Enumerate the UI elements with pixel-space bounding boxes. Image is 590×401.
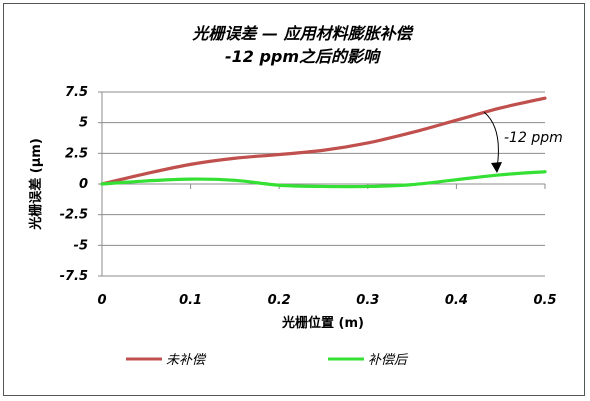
- x-tick-labels: 0 0.1 0.2 0.3 0.4 0.5: [97, 293, 556, 308]
- chart-title: 光栅误差 — 应用材料膨胀补偿: [191, 24, 414, 43]
- x-tick-label: 0.3: [356, 293, 379, 308]
- annotation-arrow: [483, 111, 499, 169]
- series-lines: [100, 96, 547, 189]
- y-tick-labels: 7.5 5 2.5 0 -2.5 -5 -7.5: [60, 85, 88, 284]
- chart-subtitle: -12 ppm之后的影响: [225, 47, 382, 66]
- series-line-0: [100, 96, 547, 186]
- y-tick-label: 0: [79, 177, 88, 192]
- y-axis-title: 光栅误差 (μm): [28, 138, 44, 231]
- x-tick-label: 0.4: [445, 293, 468, 308]
- x-tick-label: 0: [97, 293, 106, 308]
- legend: 未补偿 补偿后: [126, 353, 409, 368]
- x-axis-title: 光栅位置 (m): [281, 315, 364, 331]
- annotation-label: -12 ppm: [504, 130, 563, 146]
- x-tick-label: 0.2: [268, 293, 291, 308]
- y-tick-label: -2.5: [60, 208, 88, 223]
- y-tick-label: 2.5: [65, 146, 88, 161]
- chart-frame: [3, 3, 585, 396]
- legend-label-compensated: 补偿后: [368, 353, 409, 368]
- annotation-arrowhead: [491, 162, 502, 173]
- x-tick-label: 0.5: [533, 293, 556, 308]
- x-tick-label: 0.1: [179, 293, 202, 308]
- gridlines: [102, 91, 545, 277]
- legend-label-uncompensated: 未补偿: [166, 353, 207, 368]
- y-tick-label: -7.5: [60, 269, 88, 284]
- y-tick-label: -5: [74, 238, 88, 253]
- y-tick-label: 7.5: [65, 85, 88, 100]
- axes: [98, 91, 546, 277]
- series-line-1: [100, 170, 547, 189]
- y-tick-label: 5: [79, 116, 88, 131]
